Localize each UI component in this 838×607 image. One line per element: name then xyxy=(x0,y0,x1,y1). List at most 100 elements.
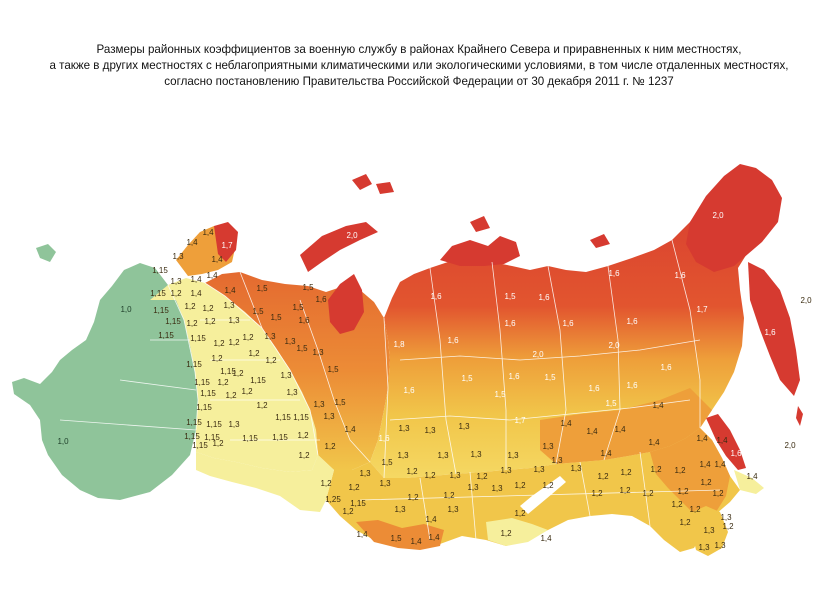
region-kola-north xyxy=(214,222,238,262)
coefficient-label: 1,2 xyxy=(591,489,603,498)
coefficient-label: 1,6 xyxy=(447,336,459,345)
coefficient-label: 1,4 xyxy=(410,537,422,546)
coefficient-label: 1,15 xyxy=(158,331,174,340)
coefficient-label: 1,2 xyxy=(712,489,724,498)
coefficient-label: 1,15 xyxy=(186,360,202,369)
coefficient-label: 1,15 xyxy=(206,420,222,429)
coefficient-label: 1,3 xyxy=(500,466,512,475)
coefficient-label: 1,6 xyxy=(744,255,756,264)
coefficient-label: 1,5 xyxy=(252,307,264,316)
coefficient-label: 2,0 xyxy=(712,211,724,220)
coefficient-label: 1,5 xyxy=(504,292,516,301)
coefficient-label: 1,7 xyxy=(514,416,526,425)
coefficient-label: 1,3 xyxy=(491,484,503,493)
coefficient-label: 1,3 xyxy=(228,316,240,325)
coefficient-label: 1,3 xyxy=(394,505,406,514)
coefficient-label: 1,2 xyxy=(348,483,360,492)
coefficient-label: 1,3 xyxy=(698,543,710,552)
coefficient-label: 1,2 xyxy=(225,391,237,400)
coefficient-label: 1,3 xyxy=(437,451,449,460)
coefficient-label: 1,5 xyxy=(270,313,282,322)
coefficient-label: 1,2 xyxy=(256,401,268,410)
coefficient-label: 1,15 xyxy=(152,266,168,275)
coefficient-label: 1,2 xyxy=(232,369,244,378)
coefficient-label: 1,15 xyxy=(186,418,202,427)
coefficient-label: 1,6 xyxy=(588,384,600,393)
coefficient-label: 1,2 xyxy=(297,431,309,440)
coefficient-label: 1,2 xyxy=(406,467,418,476)
coefficient-label: 1,3 xyxy=(720,513,732,522)
coefficient-label: 1,4 xyxy=(540,534,552,543)
coefficient-label: 2,0 xyxy=(800,296,812,305)
coefficient-label: 1,4 xyxy=(344,425,356,434)
coefficient-label: 1,2 xyxy=(242,333,254,342)
coefficient-label: 1,4 xyxy=(356,530,368,539)
coefficient-label: 1,3 xyxy=(312,348,324,357)
coefficient-label: 1,4 xyxy=(224,286,236,295)
coefficient-label: 1,4 xyxy=(586,427,598,436)
region-kurils xyxy=(796,406,803,426)
region-borders xyxy=(59,239,721,541)
coefficient-label: 1,2 xyxy=(265,356,277,365)
coefficient-label: 1,3 xyxy=(264,332,276,341)
coefficient-label: 1,6 xyxy=(508,372,520,381)
coefficient-label: 1,5 xyxy=(544,373,556,382)
coefficient-label: 1,6 xyxy=(298,316,310,325)
region-taymyr xyxy=(440,236,520,266)
coefficient-label: 1,6 xyxy=(538,293,550,302)
coefficient-label: 1,2 xyxy=(186,319,198,328)
region-arctic-islands-4 xyxy=(590,234,610,248)
coefficient-label: 1,15 xyxy=(293,413,309,422)
coefficient-label: 1,25 xyxy=(325,495,341,504)
coefficient-label: 1,3 xyxy=(533,465,545,474)
coefficient-label: 1,4 xyxy=(614,425,626,434)
coefficient-label: 1,4 xyxy=(648,438,660,447)
coefficient-label: 1,7 xyxy=(221,241,233,250)
coefficient-label: 1,5 xyxy=(334,398,346,407)
coefficient-label: 1,2 xyxy=(514,509,526,518)
coefficient-label: 1,3 xyxy=(170,277,182,286)
coefficient-label: 1,15 xyxy=(242,434,258,443)
coefficient-label: 1,2 xyxy=(320,479,332,488)
coefficient-label: 1,3 xyxy=(398,424,410,433)
region-south-russia xyxy=(196,452,334,512)
coefficient-label: 1,2 xyxy=(324,442,336,451)
coefficient-label: 1,2 xyxy=(677,487,689,496)
coefficient-label: 1,3 xyxy=(449,471,461,480)
region-zone-1-15 xyxy=(150,278,318,472)
coefficient-label: 1,15 xyxy=(196,403,212,412)
coefficient-label: 1,4 xyxy=(190,275,202,284)
region-zone-1-0 xyxy=(12,263,198,500)
coefficient-label: 1,2 xyxy=(650,465,662,474)
coefficient-label: 1,5 xyxy=(605,399,617,408)
coefficient-label: 1,3 xyxy=(280,371,292,380)
region-altai-tyva xyxy=(356,520,444,550)
title-line-2: а также в других местностях с неблагопри… xyxy=(49,59,789,72)
coefficient-label: 1,4 xyxy=(699,460,711,469)
coefficient-label: 1,4 xyxy=(696,434,708,443)
coefficient-label: 1,5 xyxy=(494,390,506,399)
coefficient-label: 1,3 xyxy=(228,420,240,429)
coefficient-label: 1,4 xyxy=(600,449,612,458)
region-sakhalin xyxy=(706,414,746,470)
map-title: Размеры районных коэффициентов за военну… xyxy=(0,42,838,90)
coefficient-label: 1,3 xyxy=(714,541,726,550)
coefficient-label: 1,2 xyxy=(679,518,691,527)
coefficient-label: 1,2 xyxy=(213,339,225,348)
coefficient-label: 1,2 xyxy=(620,468,632,477)
coefficient-label: 1,15 xyxy=(194,378,210,387)
region-primorye xyxy=(650,428,730,522)
coefficient-label: 1,5 xyxy=(256,284,268,293)
coefficient-label: 1,3 xyxy=(397,451,409,460)
coefficient-label: 1,3 xyxy=(379,479,391,488)
coefficient-label: 1,6 xyxy=(608,269,620,278)
region-arctic-islands-3 xyxy=(470,216,490,232)
coefficient-label: 1,2 xyxy=(212,439,224,448)
coefficient-label: 1,2 xyxy=(241,387,253,396)
coefficient-label: 1,2 xyxy=(700,478,712,487)
region-kamchatka xyxy=(748,262,800,396)
coefficient-label: 1,3 xyxy=(424,426,436,435)
coefficient-label: 1,3 xyxy=(172,252,184,261)
coefficient-label: 1,3 xyxy=(313,400,325,409)
